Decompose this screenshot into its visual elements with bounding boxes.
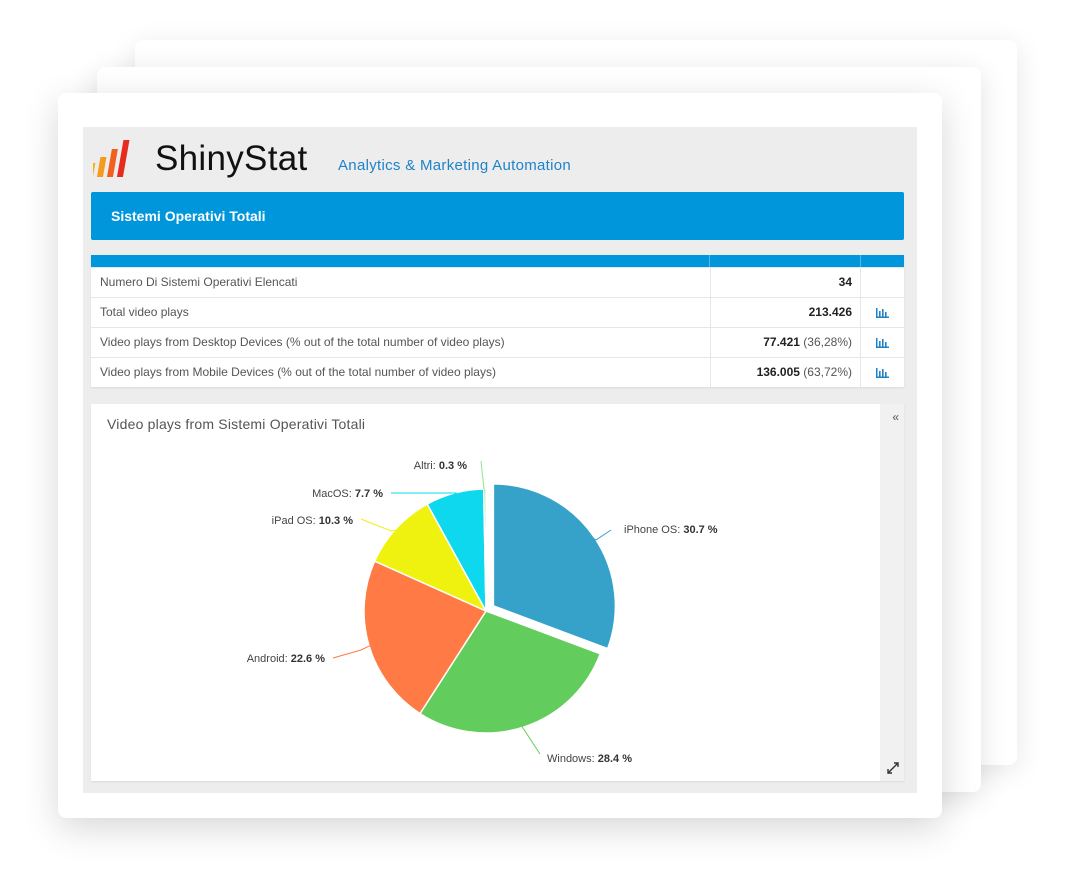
table-row: Video plays from Mobile Devices (% out o… [91, 357, 904, 387]
row-action[interactable] [861, 328, 904, 357]
bar-chart-icon[interactable] [876, 337, 889, 348]
chart-panel: Video plays from Sistemi Operativi Total… [91, 404, 904, 781]
table-row: Total video plays 213.426 [91, 297, 904, 327]
table-row: Video plays from Desktop Devices (% out … [91, 327, 904, 357]
row-label: Total video plays [91, 298, 711, 327]
row-label: Numero Di Sistemi Operativi Elencati [91, 268, 711, 297]
row-action [861, 268, 904, 297]
bar-chart-icon[interactable] [876, 367, 889, 378]
bar-chart-icon[interactable] [876, 307, 889, 318]
pie-label: iPhone OS: 30.7 % [624, 524, 718, 536]
chart-side-rail: « [880, 404, 904, 781]
pie-label: Android: 22.6 % [247, 653, 325, 665]
table-row: Numero Di Sistemi Operativi Elencati 34 [91, 267, 904, 297]
pie-slice-windows[interactable] [418, 610, 602, 734]
brand-tagline: Analytics & Marketing Automation [338, 157, 572, 174]
pie-connector [591, 529, 612, 541]
pie-connector [520, 724, 541, 755]
row-label: Video plays from Mobile Devices (% out o… [91, 358, 711, 387]
row-action[interactable] [861, 358, 904, 387]
pie-connector [360, 518, 398, 532]
summary-table: Numero Di Sistemi Operativi Elencati 34 … [91, 255, 904, 387]
row-value: 34 [711, 268, 861, 297]
pie-connector [480, 460, 486, 492]
row-action[interactable] [861, 298, 904, 327]
pie-label: MacOS: 7.7 % [312, 488, 383, 500]
row-value: 77.421 (36,28%) [711, 328, 861, 357]
collapse-button[interactable]: « [892, 410, 899, 424]
pie-label: Windows: 28.4 % [547, 753, 632, 765]
pie-label: iPad OS: 10.3 % [272, 515, 354, 527]
pie-label: Altri: 0.3 % [414, 460, 467, 472]
row-value: 136.005 (63,72%) [711, 358, 861, 387]
bar-chart-logo-icon [93, 140, 130, 177]
pie-connector [391, 492, 457, 496]
expand-icon[interactable] [886, 761, 900, 775]
pie-chart: iPhone OS: 30.7 % Windows: 28.4 % Android:… [247, 460, 718, 765]
row-value: 213.426 [711, 298, 861, 327]
chart-title: Video plays from Sistemi Operativi Total… [107, 416, 366, 432]
brand-name: ShinyStat [155, 139, 308, 178]
section-banner: Sistemi Operativi Totali [91, 192, 904, 240]
pie-slice-ipad-os[interactable] [373, 503, 488, 613]
pie-slice-iphone-os[interactable] [492, 483, 617, 650]
table-header [91, 255, 904, 267]
row-label: Video plays from Desktop Devices (% out … [91, 328, 711, 357]
pie-connector [332, 644, 372, 659]
section-title: Sistemi Operativi Totali [111, 208, 266, 224]
